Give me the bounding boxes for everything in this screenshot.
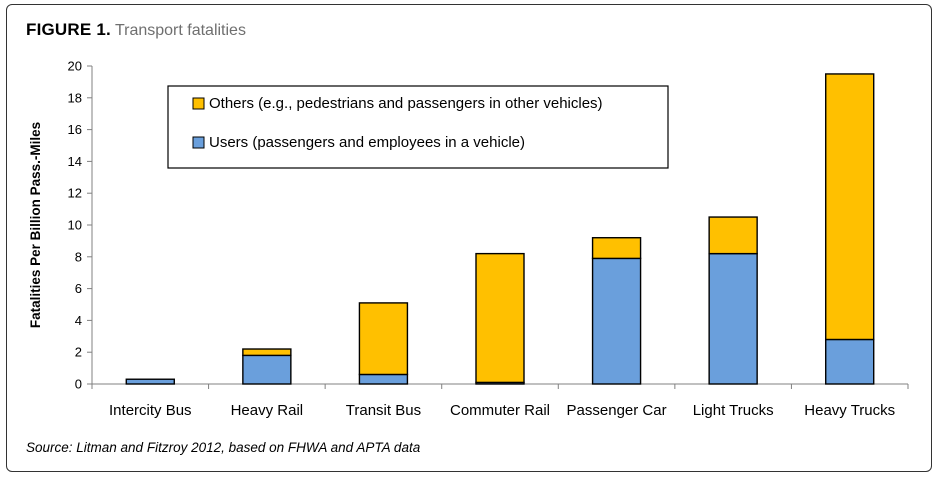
y-tick-label: 4 [75, 313, 82, 328]
x-tick-label: Intercity Bus [109, 402, 192, 419]
y-tick-label: 20 [68, 59, 82, 74]
legend-box [167, 85, 669, 169]
figure-label: FIGURE 1. [26, 20, 111, 39]
bar-users [242, 354, 292, 385]
y-tick-label: 18 [68, 90, 82, 105]
bar-users [825, 338, 875, 385]
figure-frame [6, 4, 932, 472]
y-tick-label: 2 [75, 345, 82, 360]
figure-source: Source: Litman and Fitzroy 2012, based o… [26, 440, 421, 455]
x-tick-label: Light Trucks [693, 402, 774, 419]
y-tick-label: 6 [75, 281, 82, 296]
y-tick-label: 0 [75, 377, 82, 392]
legend-label: Others (e.g., pedestrians and passengers… [209, 95, 603, 112]
bar-users [591, 257, 642, 385]
figure-title: FIGURE 1. Transport fatalities [26, 20, 246, 40]
bar-users [708, 252, 758, 385]
legend-swatch [192, 97, 205, 110]
y-tick-label: 16 [68, 122, 82, 137]
y-tick-label: 10 [68, 218, 82, 233]
legend-label: Users (passengers and employees in a veh… [209, 134, 525, 151]
x-tick-label: Commuter Rail [450, 402, 550, 419]
y-tick-label: 12 [68, 186, 82, 201]
figure-caption: Transport fatalities [114, 22, 246, 39]
x-tick-label: Heavy Rail [231, 402, 304, 419]
bar-others [358, 302, 409, 376]
legend-swatch [192, 136, 205, 149]
bar-others [708, 216, 758, 255]
x-tick-label: Heavy Trucks [804, 402, 895, 419]
bar-others [591, 237, 642, 260]
x-tick-label: Passenger Car [567, 402, 667, 419]
y-axis-title: Fatalities Per Billion Pass.-Miles [28, 122, 43, 328]
bar-others [242, 348, 292, 357]
y-tick-label: 14 [68, 154, 82, 169]
bar-others [475, 252, 525, 384]
bar-users [358, 373, 409, 385]
x-tick-label: Transit Bus [346, 402, 421, 419]
y-tick-label: 8 [75, 249, 82, 264]
bar-users [125, 378, 175, 385]
bar-others [825, 73, 875, 341]
